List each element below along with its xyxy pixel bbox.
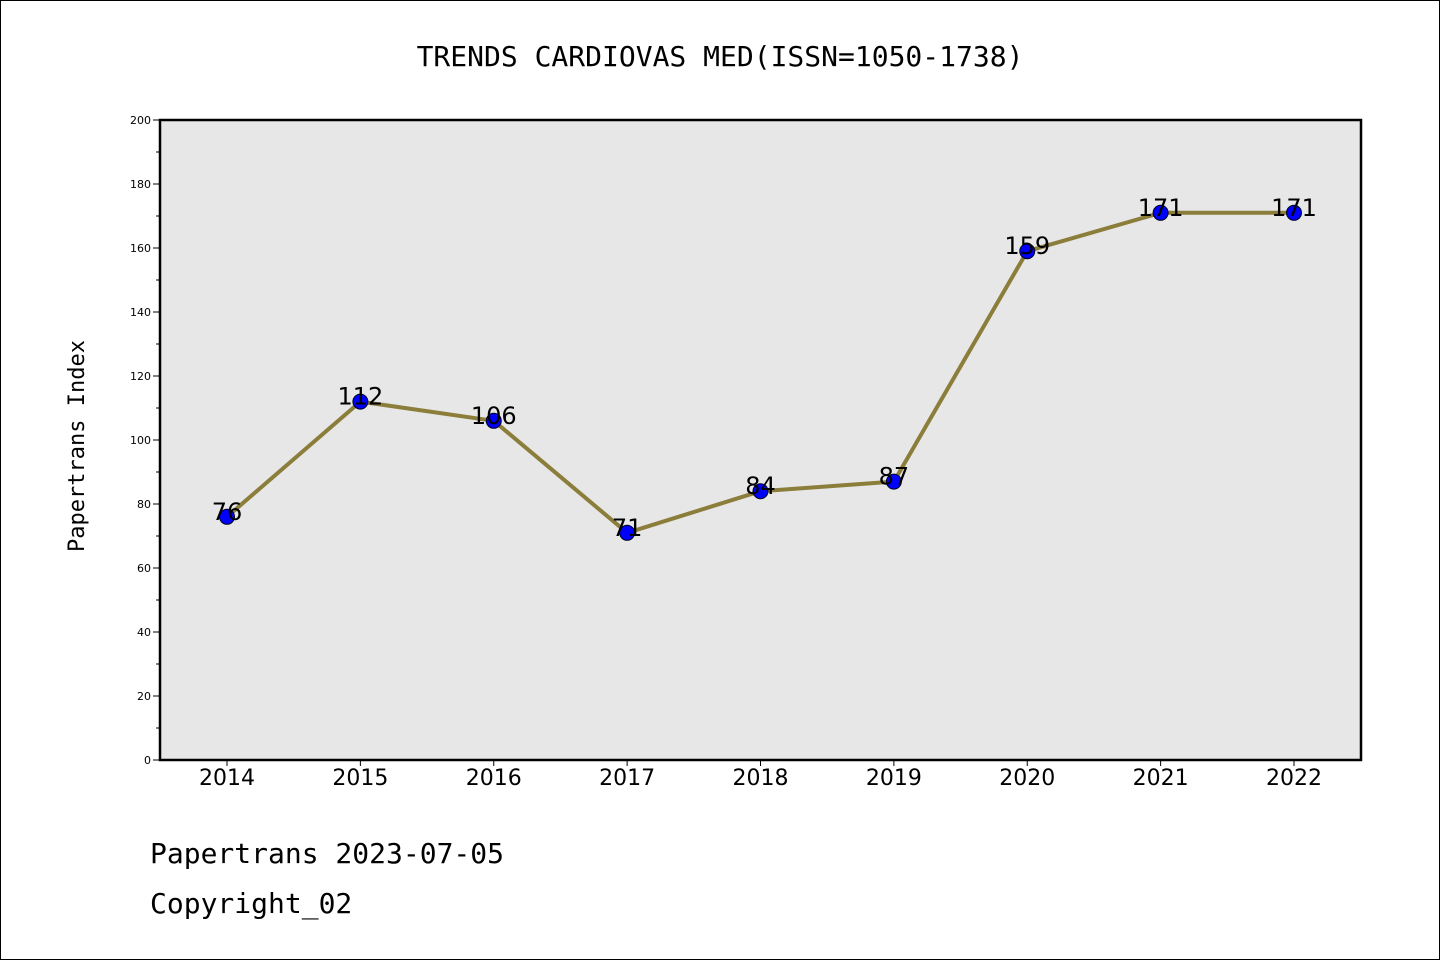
data-label: 171 [1271, 194, 1317, 222]
data-label: 112 [337, 383, 383, 411]
x-tick-label: 2021 [1133, 766, 1189, 791]
data-label: 171 [1138, 194, 1184, 222]
data-point [752, 483, 769, 500]
x-tick-label: 2016 [466, 766, 522, 791]
y-tick-label: 200 [130, 114, 151, 127]
chart-title: TRENDS CARDIOVAS MED(ISSN=1050-1738) [417, 40, 1024, 73]
data-point [1019, 243, 1036, 260]
plot-area [158, 118, 1363, 762]
data-label: 76 [212, 498, 243, 526]
y-tick-label: 100 [130, 434, 151, 447]
data-label: 71 [612, 514, 643, 542]
x-tick-label: 2018 [733, 766, 789, 791]
data-label: 87 [879, 463, 910, 491]
y-tick-label: 0 [144, 754, 151, 767]
footer-copyright: Copyright_02 [150, 887, 352, 921]
y-tick-label: 40 [137, 626, 151, 639]
data-point [352, 393, 369, 410]
data-label: 84 [745, 472, 776, 500]
y-axis-label: Papertrans Index [65, 340, 90, 552]
y-axis-ticks: 0 20 40 60 80 100 120 140 160 180 200 [130, 114, 160, 767]
x-axis-ticks: 2014 2015 2016 2017 2018 2019 2020 2021 2022 [199, 760, 1322, 791]
footer-date: Papertrans 2023-07-05 [150, 837, 504, 870]
x-tick-label: 2019 [866, 766, 922, 791]
data-labels: 76 112 106 71 84 87 159 171 171 [212, 194, 1317, 542]
x-tick-label: 2017 [599, 766, 655, 791]
x-tick-label: 2014 [199, 766, 255, 791]
data-point [219, 508, 235, 525]
data-point [619, 524, 636, 541]
y-tick-label: 140 [130, 306, 151, 319]
data-point [1152, 204, 1169, 221]
y-tick-label: 60 [137, 562, 151, 575]
data-label: 106 [471, 402, 517, 430]
y-tick-label: 20 [137, 690, 151, 703]
x-tick-label: 2022 [1266, 766, 1322, 791]
series-markers [219, 204, 1302, 541]
data-label: 159 [1004, 232, 1050, 260]
data-point [485, 412, 502, 429]
data-point [1286, 204, 1302, 221]
y-tick-label: 80 [137, 498, 151, 511]
x-tick-label: 2015 [332, 766, 388, 791]
y-tick-label: 180 [130, 178, 151, 191]
data-point [885, 473, 902, 490]
y-tick-label: 160 [130, 242, 151, 255]
x-tick-label: 2020 [999, 766, 1055, 791]
y-tick-label: 120 [130, 370, 151, 383]
